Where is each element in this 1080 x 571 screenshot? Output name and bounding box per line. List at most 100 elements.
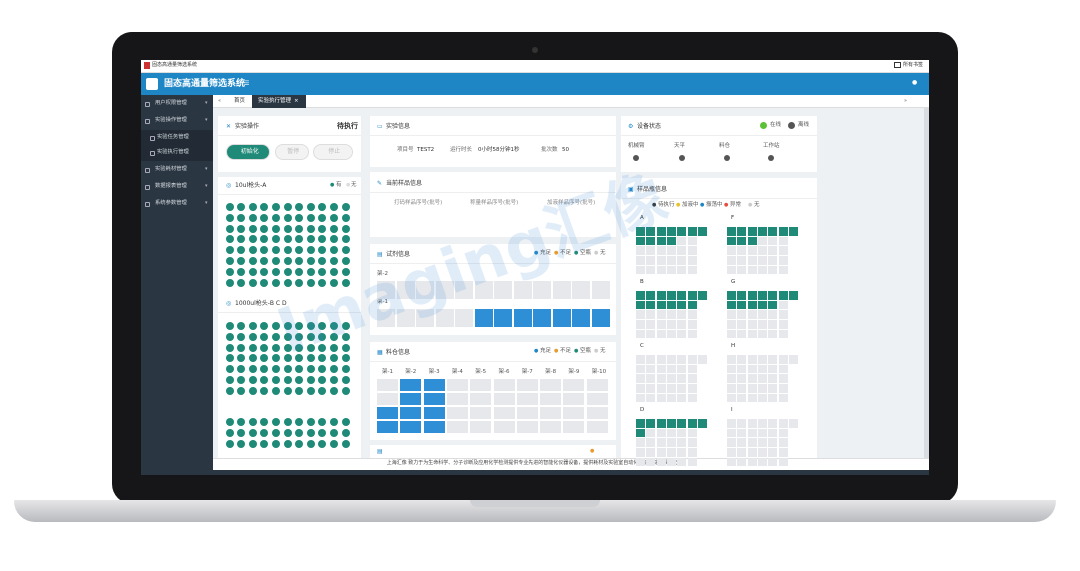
tip-dot (329, 213, 338, 222)
tip-dot (225, 386, 234, 395)
tip-dot (225, 267, 234, 276)
panel (370, 172, 616, 237)
tip-dot (283, 235, 292, 244)
sidebar-item[interactable]: 实验执行管理 (157, 149, 189, 155)
sidebar-icon (145, 201, 150, 207)
legend-label: 离线 (798, 122, 810, 128)
tip-dot (225, 278, 234, 287)
vial-slot (727, 291, 736, 300)
tip-dot (295, 376, 304, 384)
silo-slot (470, 379, 492, 391)
vial-slot (737, 300, 747, 310)
tip-dot (260, 428, 269, 437)
vial-slot (687, 320, 697, 329)
tip-dot (318, 386, 327, 395)
tip-dot (295, 224, 304, 233)
tip-dot (237, 439, 246, 448)
device-label: 工作站 (763, 143, 780, 149)
tip-dot (248, 213, 257, 222)
vial-slot (778, 265, 788, 275)
legend-label: 不足 (560, 250, 572, 256)
tab-prev[interactable]: « (218, 98, 222, 104)
tip-dot (329, 332, 338, 341)
legend-dot: ● (652, 202, 657, 208)
silo-slot (446, 393, 468, 405)
tip-dot (306, 213, 315, 222)
sidebar-icon (145, 184, 150, 190)
sidebar-item[interactable]: 系统参数管理 (155, 200, 187, 206)
tip-dot (341, 278, 350, 287)
legend-label: 有 (336, 182, 342, 188)
silo-slot (516, 379, 538, 391)
sidebar-item[interactable]: 实验耗材管理 (155, 166, 187, 172)
active-tab[interactable] (252, 95, 306, 108)
bookmarks[interactable]: 所有书签 (903, 62, 924, 68)
tip-dot (225, 365, 234, 374)
panel (370, 116, 616, 167)
group-label: F (731, 215, 735, 221)
vial-slot (727, 393, 736, 403)
button[interactable] (313, 144, 353, 160)
button-label[interactable]: 初始化 (240, 148, 259, 155)
vial-slot (666, 256, 676, 265)
scrollbar[interactable] (924, 108, 929, 458)
sidebar-item[interactable]: 用户权限管理 (155, 100, 187, 106)
tip-dot (295, 246, 304, 255)
tip-dot (271, 343, 280, 352)
vial-slot (646, 246, 656, 255)
tab-next[interactable]: » (904, 98, 908, 104)
sidebar-icon (145, 101, 150, 107)
vial-slot (687, 419, 697, 428)
vial-slot (677, 428, 687, 438)
logo (146, 78, 158, 90)
group-label: I (731, 407, 733, 413)
vial-slot (778, 428, 788, 438)
vial-slot (747, 256, 757, 265)
vial-slot (656, 300, 666, 310)
legend-label: 振荡中 (706, 202, 723, 208)
tip-dot (260, 224, 269, 233)
vial-slot (757, 320, 767, 329)
legend-dot: ● (534, 348, 539, 354)
button-label[interactable]: 停止 (328, 148, 341, 155)
vial-slot (677, 310, 687, 319)
tab-close[interactable]: × (294, 98, 299, 104)
button[interactable] (226, 144, 270, 160)
vial-slot (687, 374, 697, 383)
tip-dot (329, 322, 338, 330)
user-icon[interactable]: ● (912, 79, 918, 86)
sidebar-item[interactable]: 实验操作管理 (155, 117, 187, 123)
vial-slot (727, 384, 736, 393)
rack-label: 架-5 (475, 369, 487, 375)
status: 待执行 (337, 122, 358, 130)
vial-slot (666, 310, 676, 319)
sidebar-item[interactable]: 实验任务管理 (157, 134, 189, 140)
vial-slot (666, 393, 676, 403)
rack-label: 架-10 (591, 369, 607, 375)
button[interactable] (275, 144, 309, 160)
vial-slot (697, 227, 707, 236)
vial-slot (788, 355, 798, 364)
tip-dot (318, 246, 327, 255)
tip-dot (260, 332, 269, 341)
tab[interactable]: 实验执行管理 (258, 98, 292, 104)
tab[interactable]: 首页 (234, 98, 246, 104)
tip-dot (260, 246, 269, 255)
vial-slot (687, 256, 697, 265)
vial-slot (636, 329, 645, 339)
device-status (633, 155, 639, 161)
field-label: 加液样品序号(批号) (547, 200, 596, 206)
vial-slot (737, 256, 747, 265)
tip-dot (237, 213, 246, 222)
silo-slot (400, 393, 422, 405)
tip-dot (225, 418, 234, 426)
vial-slot (768, 300, 778, 310)
tab-title[interactable]: 固态高通量筛选系统 (152, 62, 198, 68)
sidebar-item[interactable]: 数据报表管理 (155, 183, 187, 189)
tip-dot (237, 278, 246, 287)
vial-slot (757, 374, 767, 383)
vial-slot (747, 329, 757, 339)
vial-slot (727, 265, 736, 275)
button-label[interactable]: 暂停 (287, 148, 300, 155)
menu-toggle[interactable]: ☰ (244, 80, 250, 87)
